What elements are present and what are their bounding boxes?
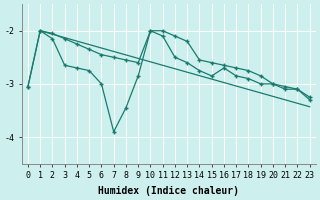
X-axis label: Humidex (Indice chaleur): Humidex (Indice chaleur) bbox=[98, 186, 239, 196]
